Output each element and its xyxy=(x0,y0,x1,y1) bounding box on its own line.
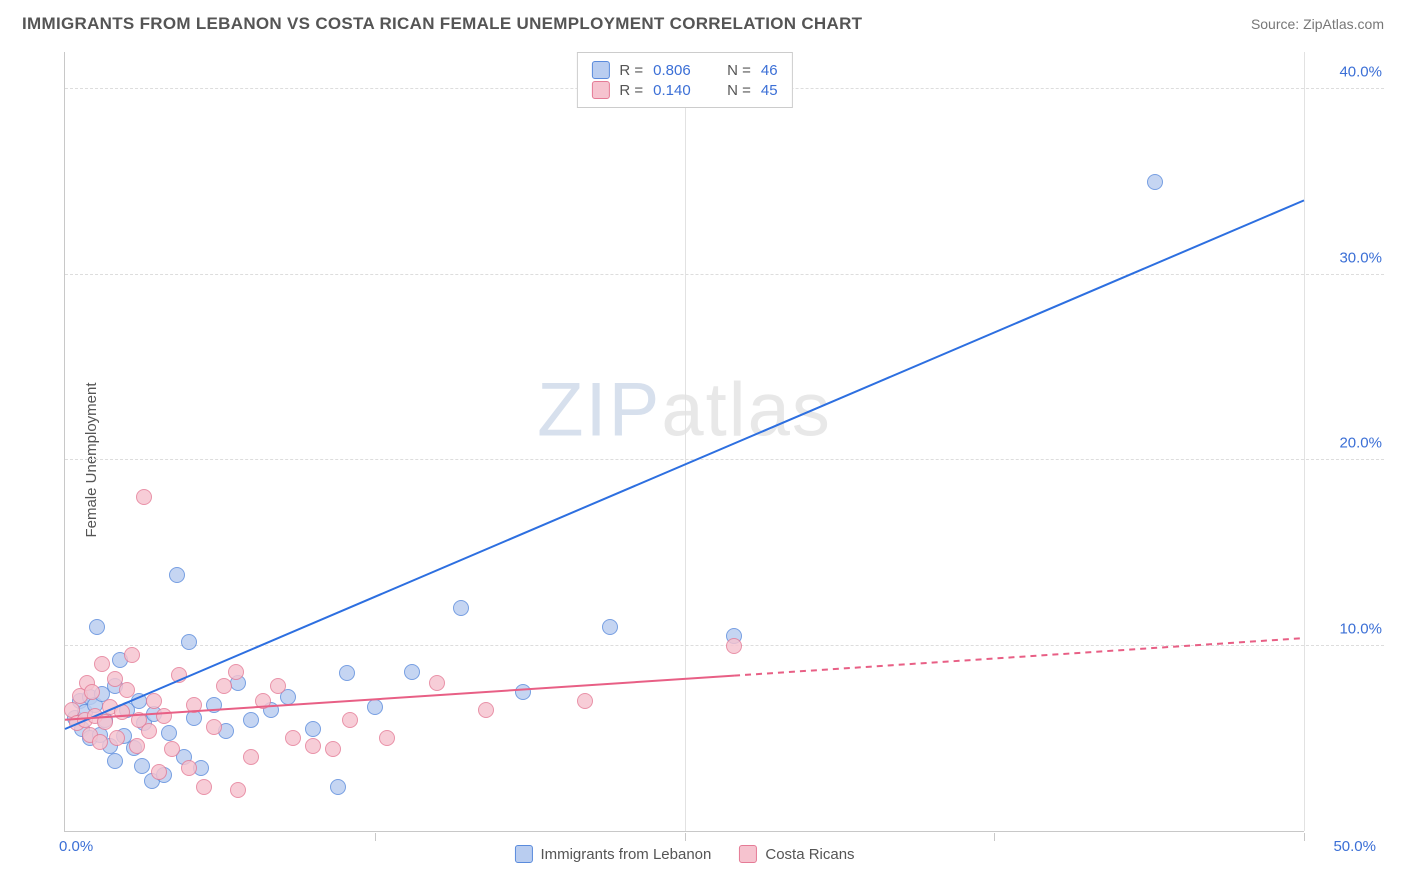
data-point-costarican xyxy=(129,738,145,754)
data-point-lebanon xyxy=(367,699,383,715)
data-point-lebanon xyxy=(181,634,197,650)
data-point-costarican xyxy=(429,675,445,691)
data-point-lebanon xyxy=(134,758,150,774)
data-point-costarican xyxy=(342,712,358,728)
y-tick-label: 10.0% xyxy=(1339,620,1382,637)
data-point-costarican xyxy=(164,741,180,757)
gridline-horizontal xyxy=(65,274,1384,275)
data-point-costarican xyxy=(577,693,593,709)
legend-r-value: 0.140 xyxy=(653,82,705,99)
gridline-horizontal xyxy=(65,459,1384,460)
data-point-costarican xyxy=(379,730,395,746)
data-point-lebanon xyxy=(339,665,355,681)
data-point-lebanon xyxy=(404,664,420,680)
legend-swatch-costarican xyxy=(591,81,609,99)
x-tick xyxy=(685,833,686,841)
x-tick-label: 0.0% xyxy=(59,838,93,855)
data-point-costarican xyxy=(726,638,742,654)
legend-swatch-lebanon xyxy=(591,61,609,79)
source-label: Source: ZipAtlas.com xyxy=(1251,16,1384,32)
legend-r-label: R = xyxy=(619,82,643,99)
data-point-costarican xyxy=(230,782,246,798)
legend-n-label: N = xyxy=(727,82,751,99)
legend-stats-row: R = 0.140 N = 45 xyxy=(591,81,777,99)
data-point-lebanon xyxy=(243,712,259,728)
y-tick-label: 20.0% xyxy=(1339,435,1382,452)
data-point-costarican xyxy=(196,779,212,795)
data-point-costarican xyxy=(119,682,135,698)
legend-r-value: 0.806 xyxy=(653,62,705,79)
data-point-costarican xyxy=(109,730,125,746)
legend-n-value: 45 xyxy=(761,82,778,99)
y-tick-label: 40.0% xyxy=(1339,64,1382,81)
legend-swatch-lebanon xyxy=(514,845,532,863)
data-point-costarican xyxy=(478,702,494,718)
gridline-vertical xyxy=(685,52,686,831)
data-point-lebanon xyxy=(169,567,185,583)
data-point-costarican xyxy=(94,656,110,672)
plot-area: ZIPatlas R = 0.806 N = 46 R = 0.140 N = … xyxy=(64,52,1304,832)
data-point-costarican xyxy=(305,738,321,754)
x-tick xyxy=(1304,833,1305,841)
data-point-costarican xyxy=(186,697,202,713)
data-point-costarican xyxy=(270,678,286,694)
data-point-lebanon xyxy=(89,619,105,635)
data-point-costarican xyxy=(255,693,271,709)
x-tick xyxy=(994,833,995,841)
x-tick-label: 50.0% xyxy=(1333,838,1376,855)
data-point-lebanon xyxy=(206,697,222,713)
x-tick xyxy=(375,833,376,841)
data-point-costarican xyxy=(136,489,152,505)
data-point-costarican xyxy=(156,708,172,724)
data-point-lebanon xyxy=(602,619,618,635)
chart-title: IMMIGRANTS FROM LEBANON VS COSTA RICAN F… xyxy=(22,14,862,34)
data-point-costarican xyxy=(114,704,130,720)
data-point-costarican xyxy=(216,678,232,694)
data-point-lebanon xyxy=(161,725,177,741)
data-point-costarican xyxy=(97,714,113,730)
data-point-costarican xyxy=(206,719,222,735)
legend-stats-row: R = 0.806 N = 46 xyxy=(591,61,777,79)
data-point-lebanon xyxy=(305,721,321,737)
legend-n-value: 46 xyxy=(761,62,778,79)
data-point-lebanon xyxy=(330,779,346,795)
legend-item-lebanon: Immigrants from Lebanon xyxy=(514,845,711,863)
legend-series: Immigrants from Lebanon Costa Ricans xyxy=(514,845,854,863)
gridline-horizontal xyxy=(65,645,1384,646)
data-point-costarican xyxy=(151,764,167,780)
data-point-costarican xyxy=(146,693,162,709)
data-point-costarican xyxy=(92,734,108,750)
data-point-lebanon xyxy=(107,753,123,769)
data-point-costarican xyxy=(243,749,259,765)
data-point-costarican xyxy=(325,741,341,757)
data-point-costarican xyxy=(171,667,187,683)
data-point-costarican xyxy=(285,730,301,746)
legend-swatch-costarican xyxy=(739,845,757,863)
legend-label: Costa Ricans xyxy=(765,846,854,863)
legend-stats: R = 0.806 N = 46 R = 0.140 N = 45 xyxy=(576,52,792,108)
legend-r-label: R = xyxy=(619,62,643,79)
legend-item-costarican: Costa Ricans xyxy=(739,845,854,863)
gridline-vertical xyxy=(1304,52,1305,831)
data-point-lebanon xyxy=(131,693,147,709)
data-point-costarican xyxy=(228,664,244,680)
legend-n-label: N = xyxy=(727,62,751,79)
chart-container: Female Unemployment ZIPatlas R = 0.806 N… xyxy=(22,48,1384,872)
data-point-costarican xyxy=(124,647,140,663)
data-point-costarican xyxy=(84,684,100,700)
data-point-costarican xyxy=(141,723,157,739)
data-point-lebanon xyxy=(1147,174,1163,190)
legend-label: Immigrants from Lebanon xyxy=(540,846,711,863)
y-tick-label: 30.0% xyxy=(1339,249,1382,266)
data-point-lebanon xyxy=(515,684,531,700)
data-point-lebanon xyxy=(453,600,469,616)
data-point-costarican xyxy=(181,760,197,776)
